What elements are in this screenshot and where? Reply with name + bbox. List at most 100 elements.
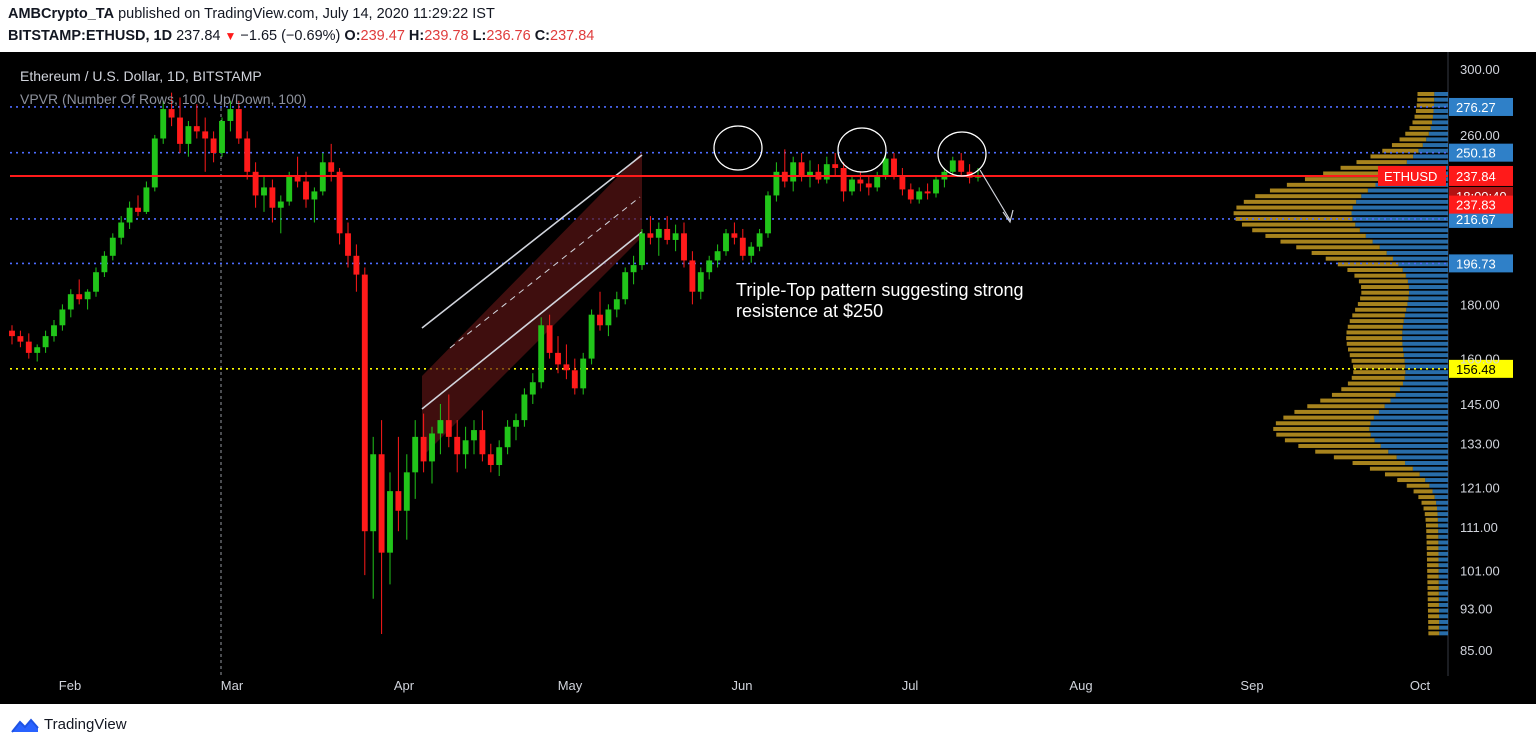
close-label: C: — [534, 28, 551, 44]
candle-body — [580, 358, 587, 389]
close-value: 237.84 — [550, 28, 595, 44]
candle-body — [387, 491, 393, 553]
volume-profile-down-bar — [1233, 211, 1352, 216]
volume-profile-up-bar — [1438, 608, 1448, 613]
volume-profile-down-bar — [1361, 290, 1409, 295]
volume-profile-up-bar — [1407, 279, 1448, 284]
candle-body — [67, 294, 74, 310]
volume-profile-up-bar — [1432, 120, 1448, 125]
open-label: O: — [344, 28, 361, 44]
volume-profile-up-bar — [1433, 103, 1448, 108]
volume-profile-up-bar — [1398, 262, 1448, 267]
candle-body — [916, 191, 923, 200]
volume-profile-up-bar — [1352, 205, 1448, 210]
volume-profile-down-bar — [1426, 546, 1439, 551]
volume-profile-up-bar — [1370, 432, 1448, 437]
candle-body — [252, 171, 259, 196]
volume-profile-down-bar — [1382, 148, 1419, 153]
candle-body — [345, 233, 351, 256]
projection-arrow-head — [1002, 209, 1014, 224]
volume-profile-down-bar — [1276, 432, 1371, 437]
y-tick-label: 180.00 — [1460, 297, 1500, 312]
candle-body — [168, 109, 175, 118]
prev-price-tag — [1449, 195, 1513, 214]
volume-profile-up-bar — [1406, 160, 1448, 165]
candle-body — [538, 325, 545, 383]
candle-body — [93, 272, 99, 292]
candle-body — [17, 336, 24, 342]
candle-body — [529, 382, 536, 395]
candle-body — [807, 171, 813, 176]
volume-profile-down-bar — [1360, 296, 1409, 301]
volume-profile-up-bar — [1399, 387, 1448, 392]
volume-profile-down-bar — [1412, 120, 1433, 125]
volume-profile-down-bar — [1346, 330, 1403, 335]
volume-profile-up-bar — [1403, 347, 1448, 352]
open-value: 239.47 — [360, 28, 405, 44]
tradingview-logo-icon[interactable] — [10, 716, 40, 736]
volume-profile-down-bar — [1423, 506, 1437, 511]
volume-profile-down-bar — [1286, 182, 1376, 187]
volume-profile-up-bar — [1438, 568, 1448, 573]
symbol-tag-label: ETHUSD — [1384, 169, 1437, 184]
volume-profile-up-bar — [1374, 438, 1448, 443]
candle-body — [151, 138, 158, 188]
x-tick-label: Apr — [394, 678, 415, 693]
volume-profile-up-bar — [1432, 489, 1448, 494]
volume-profile-up-bar — [1403, 319, 1448, 324]
author-name[interactable]: AMBCrypto_TA — [8, 6, 115, 22]
volume-profile-down-bar — [1384, 472, 1420, 477]
volume-profile-down-bar — [1315, 449, 1389, 454]
volume-profile-down-bar — [1397, 478, 1426, 483]
volume-profile-up-bar — [1405, 461, 1448, 466]
published-text: published on TradingView.com, July 14, 2… — [118, 6, 495, 22]
channel-mid-line — [449, 196, 641, 349]
triple-top-circle — [937, 131, 987, 177]
candle-body — [823, 164, 830, 180]
price-chart[interactable]: 276.27 250.18 216.67 196.73 156.48 300.00 260.… — [0, 52, 1536, 704]
candle-body — [689, 260, 696, 292]
volume-profile-up-bar — [1419, 472, 1448, 477]
candle-body — [723, 233, 729, 252]
volume-profile-down-bar — [1354, 273, 1406, 278]
candle-body — [571, 370, 578, 389]
volume-profile-up-bar — [1386, 250, 1448, 255]
candle-body — [261, 187, 267, 196]
current-price-label: 237.84 — [1456, 169, 1496, 184]
volume-profile-down-bar — [1427, 602, 1439, 607]
volume-profile-down-bar — [1421, 500, 1437, 505]
volume-profile-down-bar — [1331, 392, 1396, 397]
volume-profile-down-bar — [1283, 415, 1374, 420]
chart-legend-title[interactable]: Ethereum / U.S. Dollar, 1D, BITSTAMP — [20, 68, 262, 84]
volume-profile-down-bar — [1356, 160, 1407, 165]
candle-body — [798, 162, 805, 176]
y-tick-label: 93.00 — [1460, 602, 1493, 617]
volume-profile-up-bar — [1403, 353, 1448, 358]
x-tick-label: Aug — [1069, 678, 1092, 693]
x-tick-label: Oct — [1410, 678, 1431, 693]
volume-profile-up-bar — [1432, 114, 1448, 119]
level-price-label: 276.27 — [1456, 100, 1496, 115]
volume-profile-down-bar — [1323, 171, 1392, 176]
candle-body — [395, 491, 402, 511]
level-price-tag — [1449, 254, 1513, 273]
tradingview-brand[interactable]: TradingView — [44, 716, 127, 733]
candle-body — [370, 454, 377, 532]
volume-profile-down-bar — [1349, 319, 1404, 324]
volume-profile-down-bar — [1351, 375, 1405, 380]
volume-profile-up-bar — [1372, 239, 1448, 244]
prev-price-label: 237.83 — [1456, 198, 1496, 213]
candle-body — [613, 299, 620, 310]
level-price-tag — [1449, 143, 1513, 162]
volume-profile-down-bar — [1426, 540, 1439, 545]
indicator-legend[interactable]: VPVR (Number Of Rows, 100, Up/Down, 100) — [20, 91, 307, 107]
volume-profile-down-bar — [1346, 336, 1403, 341]
volume-profile-up-bar — [1439, 631, 1448, 636]
symbol-name: BITSTAMP:ETHUSD, 1D — [8, 28, 173, 44]
y-tick-label: 145.00 — [1460, 397, 1500, 412]
volume-profile-down-bar — [1358, 279, 1408, 284]
chart-area[interactable]: 276.27 250.18 216.67 196.73 156.48 300.00 260.… — [0, 52, 1536, 704]
volume-profile-down-bar — [1352, 364, 1406, 369]
volume-profile-down-bar — [1243, 199, 1357, 204]
volume-profile-up-bar — [1438, 585, 1448, 590]
